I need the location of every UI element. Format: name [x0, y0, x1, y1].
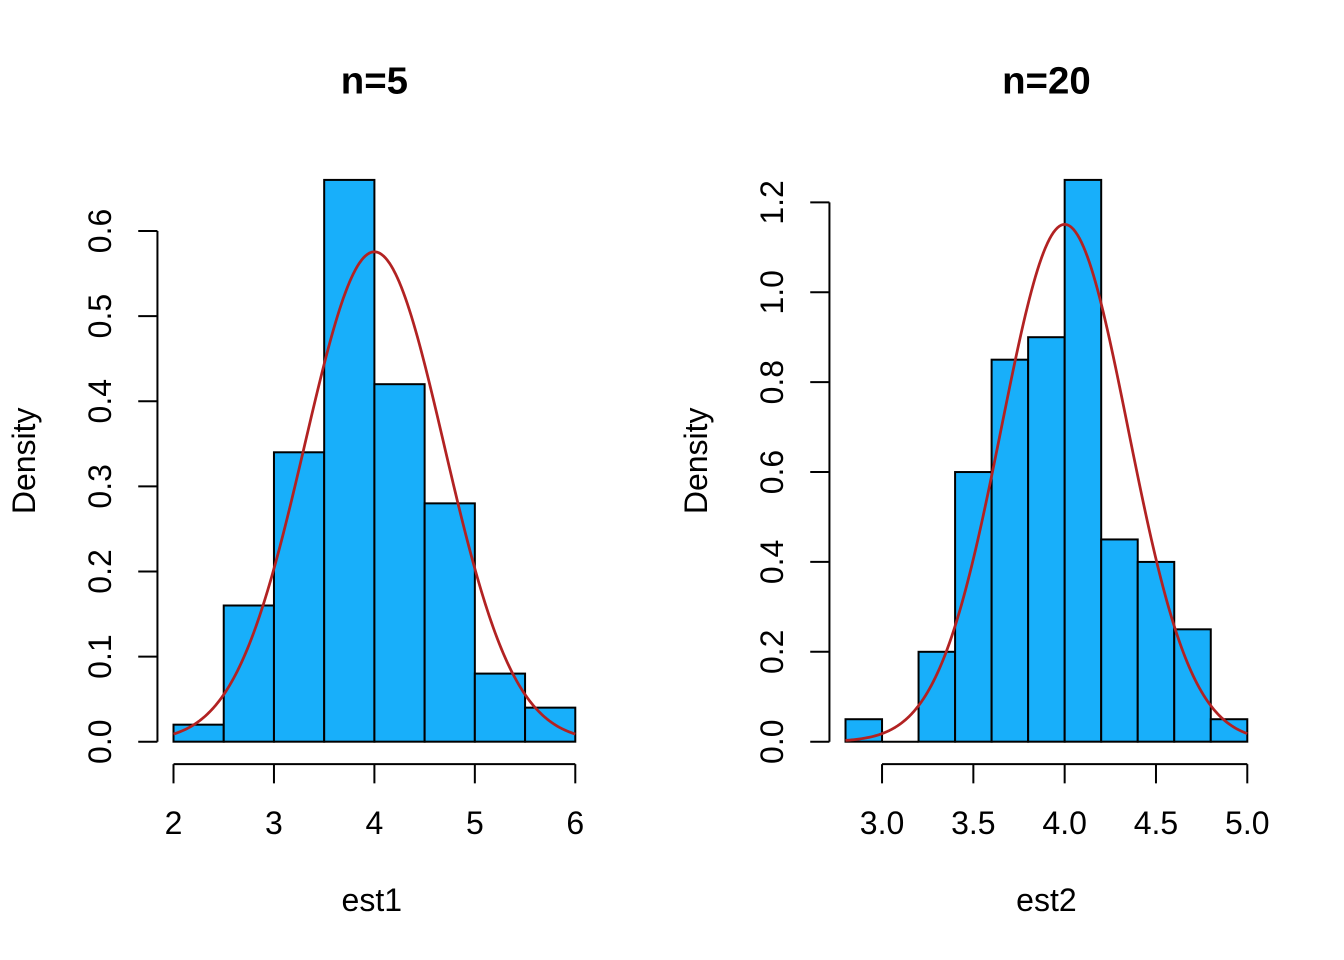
svg-text:6: 6: [566, 805, 584, 841]
svg-text:3.5: 3.5: [951, 805, 995, 841]
svg-text:1.0: 1.0: [754, 270, 790, 314]
svg-text:3.0: 3.0: [860, 805, 904, 841]
svg-text:est1: est1: [342, 882, 402, 918]
svg-text:0.2: 0.2: [82, 549, 118, 593]
svg-text:0.6: 0.6: [82, 209, 118, 253]
svg-text:0.3: 0.3: [82, 464, 118, 508]
svg-text:Density: Density: [678, 407, 714, 514]
svg-text:4.5: 4.5: [1134, 805, 1178, 841]
svg-text:est2: est2: [1016, 882, 1076, 918]
svg-text:2: 2: [165, 805, 183, 841]
svg-text:0.6: 0.6: [754, 450, 790, 494]
svg-text:0.5: 0.5: [82, 294, 118, 338]
svg-text:n=20: n=20: [1002, 60, 1091, 103]
svg-text:3: 3: [265, 805, 283, 841]
svg-text:0.4: 0.4: [82, 379, 118, 423]
svg-text:0.2: 0.2: [754, 630, 790, 674]
svg-text:0.0: 0.0: [754, 719, 790, 763]
svg-text:5: 5: [466, 805, 484, 841]
svg-text:0.1: 0.1: [82, 634, 118, 678]
svg-text:4.0: 4.0: [1042, 805, 1086, 841]
svg-text:0.8: 0.8: [754, 360, 790, 404]
svg-text:5.0: 5.0: [1225, 805, 1269, 841]
svg-text:0.4: 0.4: [754, 540, 790, 584]
svg-text:4: 4: [366, 805, 384, 841]
svg-text:1.2: 1.2: [754, 180, 790, 224]
svg-text:n=5: n=5: [341, 60, 408, 103]
svg-text:0.0: 0.0: [82, 719, 118, 763]
svg-text:Density: Density: [6, 407, 42, 514]
